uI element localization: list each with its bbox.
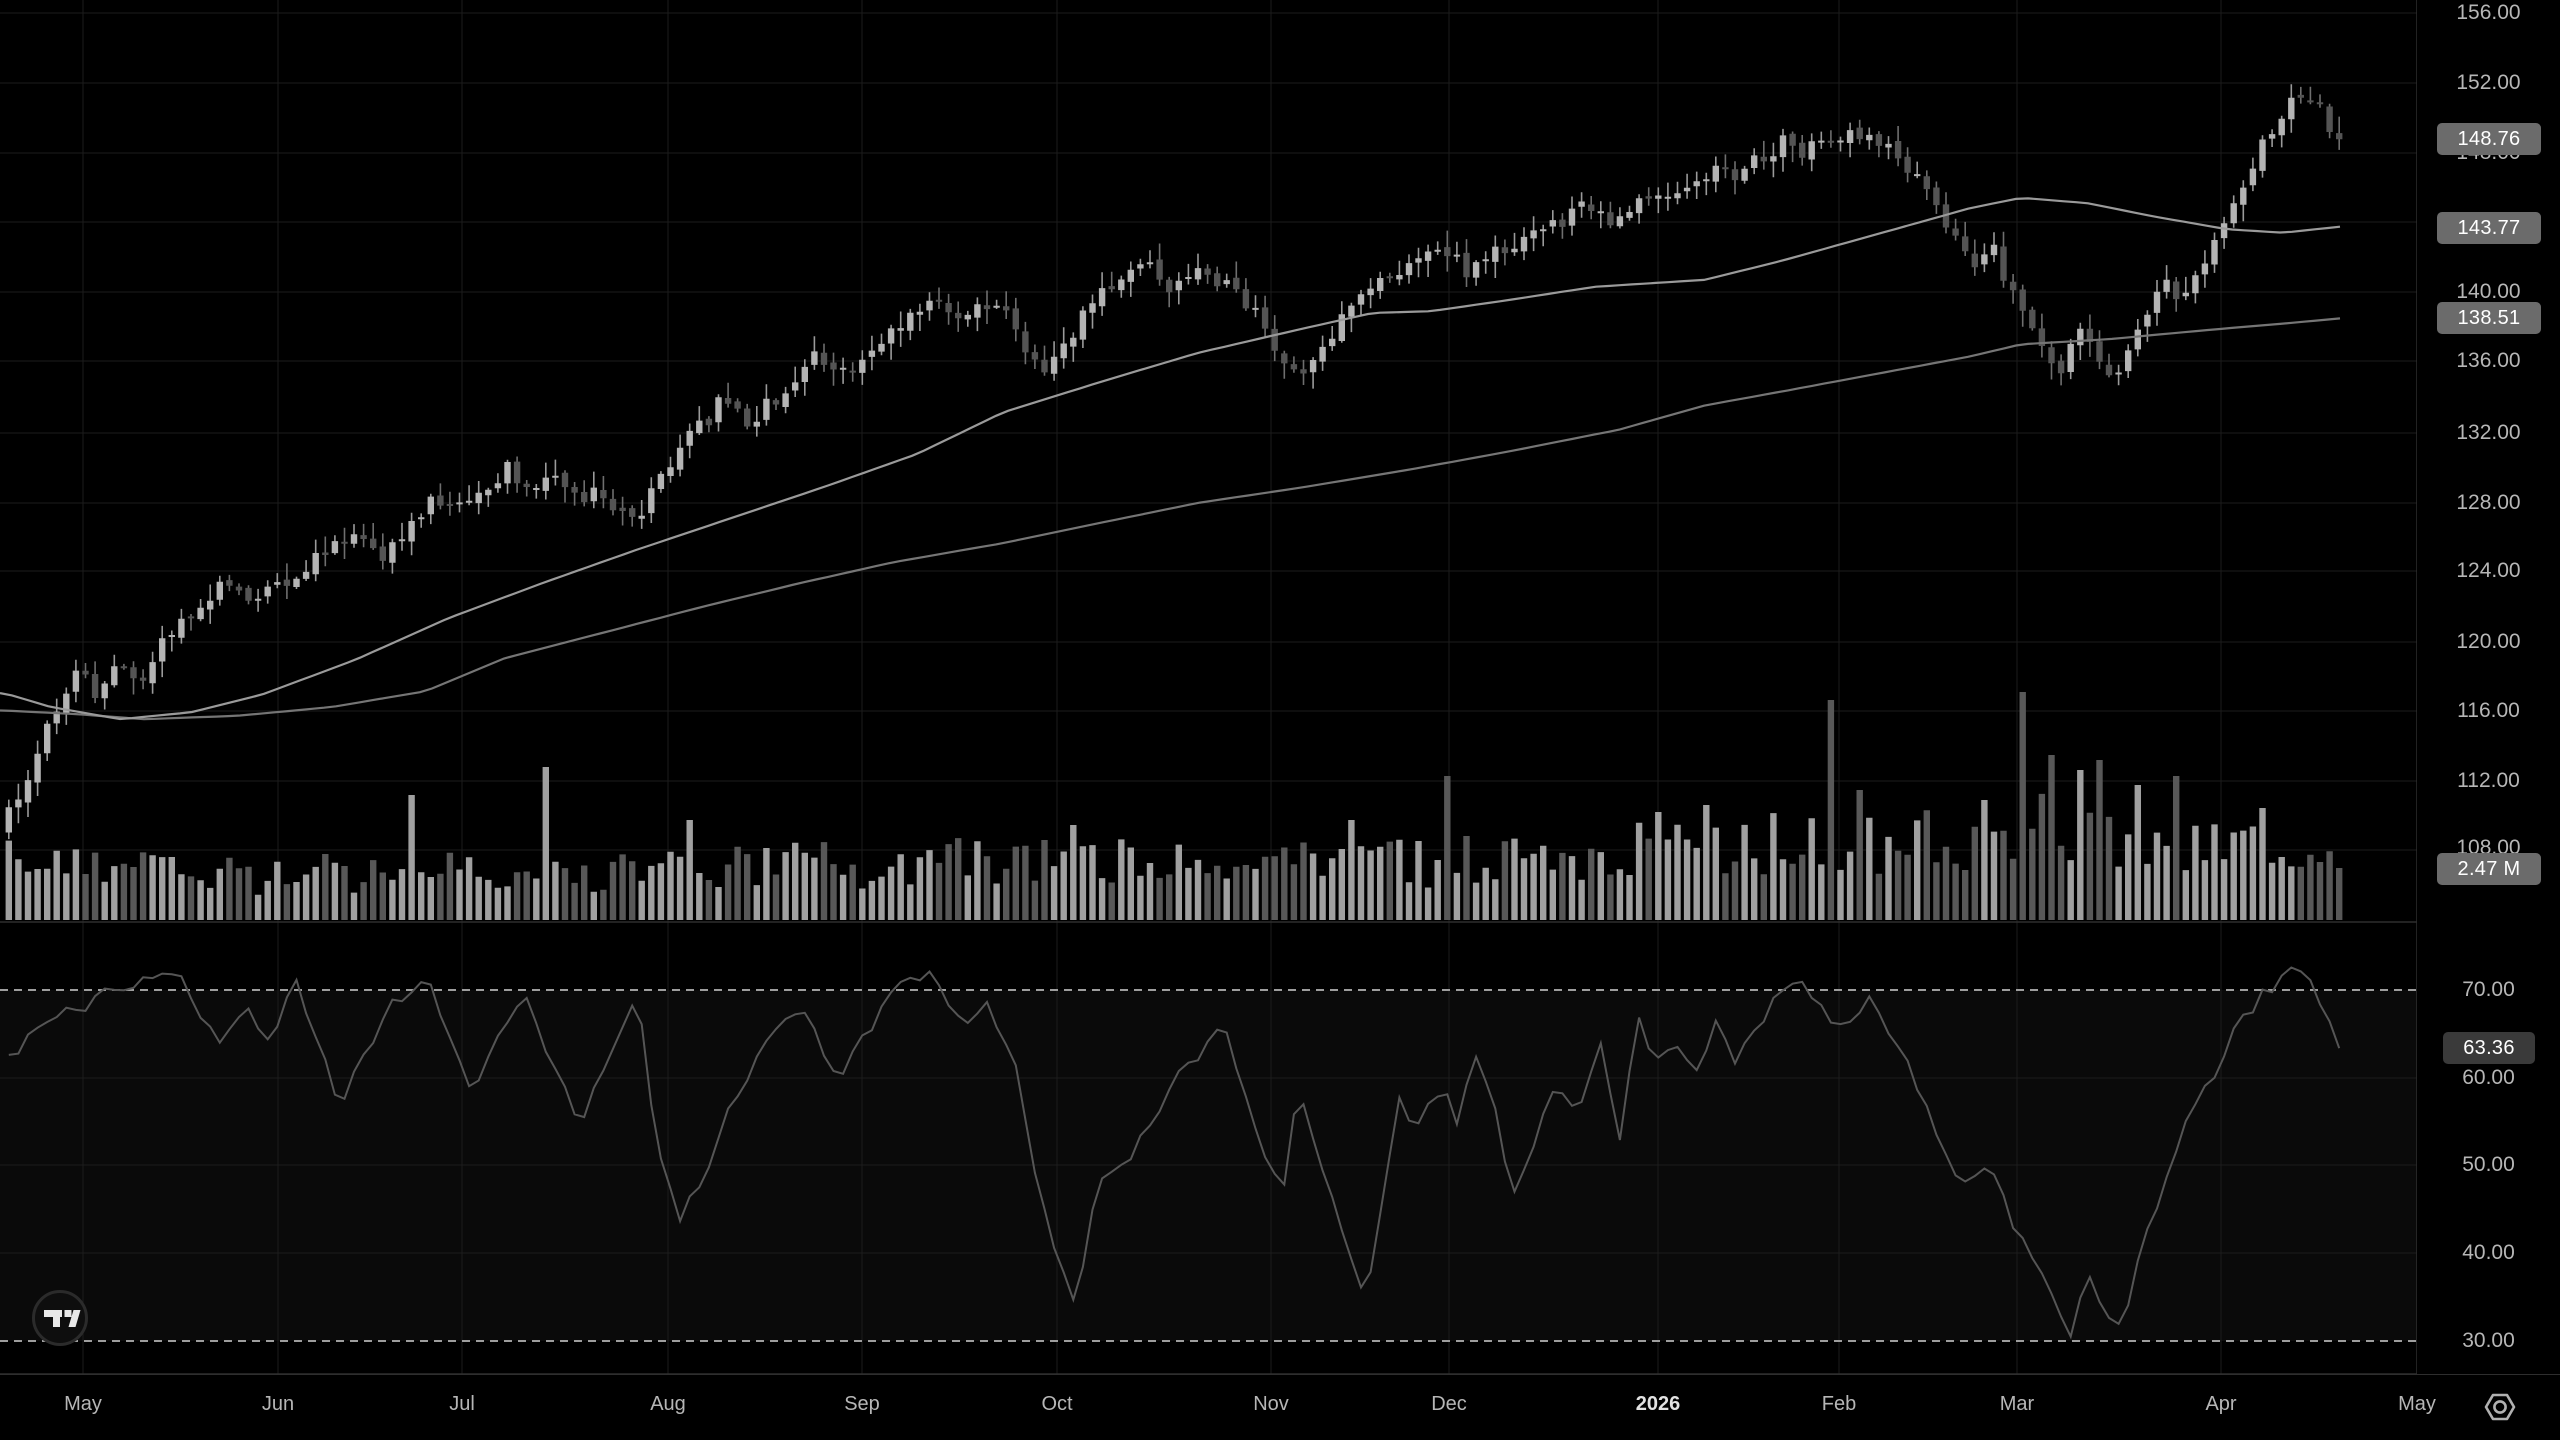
price-tick-label: 140.00 <box>2456 280 2521 303</box>
ma-fast-line <box>0 197 2341 721</box>
price-tick-label: 156.00 <box>2456 1 2521 24</box>
rsi-level-lines <box>0 989 2417 1342</box>
time-axis-label: Apr <box>2205 1393 2237 1415</box>
candle-bodies-down <box>82 94 2343 698</box>
time-axis-label: Feb <box>1821 1393 1857 1415</box>
vertical-gridlines <box>82 0 2418 1374</box>
ma-slow-value-badge: 138.51 <box>2437 302 2541 334</box>
time-axis-label: May <box>64 1393 102 1415</box>
price-tick-label: 120.00 <box>2456 630 2521 653</box>
tradingview-logo-icon <box>32 1290 88 1346</box>
horizontal-gridlines <box>0 12 2417 1254</box>
price-tick-label: 128.00 <box>2456 491 2521 514</box>
rsi-value-badge: 63.36 <box>2443 1032 2535 1064</box>
price-tick-label: 124.00 <box>2456 559 2521 582</box>
gear-icon <box>2484 1393 2516 1421</box>
ma-slow-line <box>0 317 2341 721</box>
volume-bars-up <box>5 767 2295 920</box>
rsi-tick-label: 50.00 <box>2462 1153 2515 1176</box>
ma-fast-value-badge: 143.77 <box>2437 212 2541 244</box>
time-axis-label: Oct <box>1041 1393 1073 1415</box>
rsi-tick-label: 70.00 <box>2462 978 2515 1001</box>
time-axis-label: Aug <box>650 1393 686 1415</box>
price-tick-label: 132.00 <box>2456 421 2521 444</box>
time-axis-label: Nov <box>1253 1393 1289 1415</box>
rsi-tick-label: 30.00 <box>2462 1329 2515 1352</box>
time-axis-label: Sep <box>844 1393 880 1415</box>
time-axis[interactable]: May Jun Jul Aug Sep Oct Nov Dec 2026 Feb Mar Apr May <box>0 1374 2560 1440</box>
price-scale-axis[interactable]: 148.76 143.77 138.51 2.47 M 63.36 156.00… <box>2417 0 2560 1374</box>
candle-wicks-down <box>84 86 2340 704</box>
price-tick-label: 112.00 <box>2457 769 2520 792</box>
price-tick-label: 116.00 <box>2457 699 2520 722</box>
price-tick-label: 152.00 <box>2456 71 2521 94</box>
time-axis-label: Jul <box>449 1393 475 1415</box>
candle-wicks-up <box>8 84 2293 840</box>
tradingview-logo[interactable] <box>31 1289 89 1347</box>
volume-value-badge: 2.47 M <box>2437 853 2541 885</box>
time-axis-label: 2026 <box>1635 1393 1681 1415</box>
candle-bodies-up <box>5 97 2295 833</box>
last-price-badge: 148.76 <box>2437 123 2541 155</box>
time-axis-label: Dec <box>1431 1393 1467 1415</box>
time-axis-label: Jun <box>261 1393 295 1415</box>
time-axis-label: Mar <box>1999 1393 2035 1415</box>
time-axis-label: May <box>2398 1393 2436 1415</box>
rsi-tick-label: 40.00 <box>2462 1241 2515 1264</box>
rsi-tick-label: 60.00 <box>2462 1066 2515 1089</box>
price-tick-label: 136.00 <box>2456 349 2521 372</box>
chart-settings-button[interactable] <box>2478 1387 2522 1427</box>
rsi-line <box>8 966 2341 1340</box>
